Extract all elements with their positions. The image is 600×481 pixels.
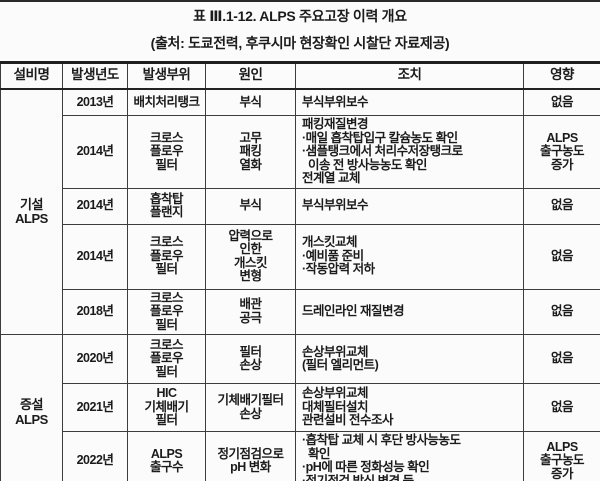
cell-cause: 압력으로 인한 개스킷 변형 — [205, 223, 296, 290]
cell-part: HIC 기체배기 필터 — [127, 383, 206, 432]
cell-action: 손상부위교체 대체필터설치 관련설비 전수조사 — [295, 383, 524, 432]
cell-effect: ALPS 출구농도 증가 — [523, 115, 600, 189]
cell-cause: 부식 — [205, 88, 296, 116]
header-action: 조치 — [295, 62, 524, 90]
cell-effect: ALPS 출구농도 증가 — [523, 431, 600, 481]
table-row: 2022년 ALPS 출구수 정기점검으로 pH 변화 ·흡착탑 교체 시 후단… — [1, 431, 600, 481]
alps-failure-history-table: 설비명 발생년도 발생부위 원인 조치 영향 기설 ALPS 2013년 배치처… — [0, 61, 600, 481]
cell-part: 크로스 플로우 필터 — [127, 115, 206, 189]
table-row: 증설 ALPS 2020년 크로스 플로우 필터 필터 손상 손상부위교체 (필… — [0, 334, 600, 481]
cell-year: 2013년 — [62, 88, 128, 116]
header-year: 발생년도 — [62, 62, 128, 90]
cell-cause: 기체배기필터 손상 — [205, 383, 296, 432]
cell-part: 크로스 플로우 필터 — [127, 223, 206, 290]
cell-action: 드레인라인 재질변경 — [295, 288, 524, 335]
group-existing-alps: 기설 ALPS — [0, 88, 63, 335]
table-row: 2014년 흡착탑 플랜지 부식 부식부위보수 없음 — [1, 187, 600, 225]
cell-effect: 없음 — [523, 223, 600, 290]
cell-action: 패킹재질변경 ·매일 흡착탑입구 칼슘농도 확인 ·샘플탱크에서 처리수저장탱크… — [295, 115, 524, 189]
cell-year: 2014년 — [62, 187, 128, 225]
table-row: 2014년 크로스 플로우 필터 압력으로 인한 개스킷 변형 개스킷교체 ·예… — [1, 223, 600, 290]
table-row: 기설 ALPS 2013년 배치처리탱크 부식 부식부위보수 없음 — [0, 88, 600, 335]
cell-year: 2014년 — [62, 115, 128, 189]
cell-part: 배치처리탱크 — [127, 88, 206, 116]
cell-year: 2022년 — [62, 431, 128, 481]
cell-cause: 고무 패킹 열화 — [205, 115, 296, 189]
header-effect: 영향 — [523, 62, 600, 90]
cell-action: 부식부위보수 — [295, 187, 524, 225]
table-source: (출처: 도쿄전력, 후쿠시마 현장확인 시찰단 자료제공) — [150, 35, 450, 51]
cell-cause: 배관 공극 — [205, 288, 296, 335]
cell-part: 크로스 플로우 필터 — [127, 334, 206, 384]
cell-action: 손상부위교체 (필터 엘리먼트) — [295, 334, 524, 384]
table-row: 2014년 크로스 플로우 필터 고무 패킹 열화 패킹재질변경 ·매일 흡착탑… — [1, 115, 600, 189]
table-caption: 표 Ⅲ.1-12. ALPS 주요고장 이력 개요 (출처: 도쿄전력, 후쿠시… — [0, 0, 600, 53]
header-equipment: 설비명 — [0, 62, 63, 90]
cell-action: 개스킷교체 ·예비품 준비 ·작동압력 저하 — [295, 223, 524, 290]
cell-part: ALPS 출구수 — [127, 431, 206, 481]
cell-effect: 없음 — [523, 187, 600, 225]
cell-year: 2020년 — [62, 334, 128, 384]
group-added-alps: 증설 ALPS — [0, 334, 63, 481]
table-title: 표 Ⅲ.1-12. ALPS 주요고장 이력 개요 — [193, 8, 407, 24]
cell-effect: 없음 — [523, 288, 600, 335]
cell-cause: 부식 — [205, 187, 296, 225]
header-cause: 원인 — [205, 62, 296, 90]
cell-year: 2021년 — [62, 383, 128, 432]
cell-effect: 없음 — [523, 383, 600, 432]
table-row: 2021년 HIC 기체배기 필터 기체배기필터 손상 손상부위교체 대체필터설… — [1, 383, 600, 432]
cell-part: 흡착탑 플랜지 — [127, 187, 206, 225]
cell-effect: 없음 — [523, 334, 600, 384]
top-divider — [0, 0, 600, 2]
cell-year: 2014년 — [62, 223, 128, 290]
cell-action: 부식부위보수 — [295, 88, 524, 116]
cell-year: 2018년 — [62, 288, 128, 335]
cell-cause: 필터 손상 — [205, 334, 296, 384]
table-row: 2018년 크로스 플로우 필터 배관 공극 드레인라인 재질변경 없음 — [1, 288, 600, 335]
cell-cause: 정기점검으로 pH 변화 — [205, 431, 296, 481]
cell-effect: 없음 — [523, 88, 600, 116]
cell-action: ·흡착탑 교체 시 후단 방사능농도 확인 ·pH에 따른 정화성능 확인 ·정… — [295, 431, 524, 481]
header-part: 발생부위 — [127, 62, 206, 90]
header-row: 설비명 발생년도 발생부위 원인 조치 영향 — [0, 62, 600, 90]
cell-part: 크로스 플로우 필터 — [127, 288, 206, 335]
